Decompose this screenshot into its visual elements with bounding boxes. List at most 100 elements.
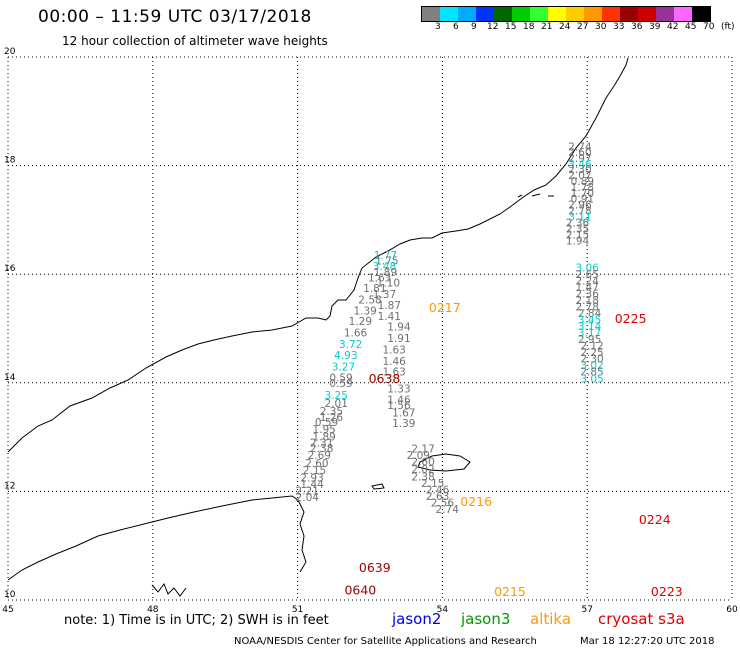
wave-height-point: 2.35 [566, 223, 589, 235]
x-tick-label: 57 [581, 605, 592, 615]
wave-height-point: 3.27 [332, 361, 355, 373]
y-tick-label: 12 [4, 481, 15, 491]
color-scale-label: 21 [541, 22, 553, 32]
color-scale-label: (ft) [721, 22, 735, 32]
wave-height-point: 2.01 [325, 398, 348, 410]
wave-height-point: 2.35 [320, 406, 343, 418]
wave-height-point: 1.47 [576, 282, 599, 294]
wave-height-point: 1.39 [392, 418, 415, 430]
wave-height-point: 2.74 [568, 141, 592, 153]
wave-height-point: 1.37 [373, 289, 396, 301]
wave-height-point: 1.91 [387, 333, 410, 345]
wave-height-point: 2.17 [411, 443, 434, 455]
color-scale-label: 42 [667, 22, 679, 32]
wave-height-point: 1.33 [387, 384, 410, 396]
wave-height-point: 3.17 [578, 328, 601, 340]
color-scale-label: 33 [613, 22, 625, 32]
wave-height-point: 2.02 [411, 464, 434, 476]
color-scale-label: 30 [595, 22, 607, 32]
color-swatch [512, 7, 530, 21]
wave-height-point: 2.60 [305, 458, 328, 470]
wave-height-point: 2.65 [576, 269, 599, 281]
y-tick-label: 18 [4, 156, 16, 166]
wave-height-point: 2.78 [576, 302, 599, 314]
pass-time-labels: 0217 0638 0225 0216 0224 0639 0640 0215 0223 [344, 300, 682, 599]
color-scale-label: 70 [703, 22, 715, 32]
wave-height-point: 2.25 [580, 347, 603, 359]
wave-height-point: 2.58 [358, 295, 381, 307]
horn-of-africa-coastline [7, 495, 307, 581]
wave-height-point: 1.95 [312, 424, 335, 436]
wave-height-point: 1.70 [571, 188, 594, 200]
wave-height-point: 0.91 [571, 194, 594, 206]
color-scale-label: 12 [487, 22, 499, 32]
color-scale-label: 9 [471, 22, 477, 32]
pass-time-label: 0215 [494, 584, 526, 599]
color-scale-label: 3 [435, 22, 441, 32]
color-scale-label: 27 [577, 22, 589, 32]
kuria-muria-islands [517, 193, 554, 198]
longitude-tick-labels: 45 48 51 54 57 60 [2, 605, 738, 615]
color-scale-label: 18 [523, 22, 535, 32]
wave-height-point: 2.96 [568, 199, 592, 211]
pass-time-label: 0640 [344, 583, 376, 598]
color-swatch [638, 7, 656, 21]
wave-height-point: 1.46 [387, 394, 411, 406]
color-scale-label: 36 [631, 22, 643, 32]
wave-height-point: 1.10 [377, 278, 400, 290]
y-tick-label: 16 [4, 264, 16, 274]
wave-height-point: 1.75 [375, 255, 398, 267]
wave-height-point: 2.30 [580, 354, 603, 366]
color-swatch [548, 7, 566, 21]
pass-time-label: 0225 [615, 311, 647, 326]
wave-height-point: 2.30 [568, 164, 591, 176]
color-scale-label: 45 [685, 22, 697, 32]
wave-height-point: 1.39 [353, 305, 376, 317]
arabian-peninsula-coastline [7, 57, 629, 453]
color-swatch [458, 7, 476, 21]
wave-height-point: 2.85 [580, 367, 603, 379]
y-tick-label: 14 [4, 373, 16, 383]
color-swatch [530, 7, 548, 21]
color-swatch [584, 7, 602, 21]
wave-height-point: 2.93 [300, 473, 323, 485]
wave-height-point: 1.94 [566, 235, 590, 247]
latitude-tick-labels: 10 12 14 16 18 20 [4, 47, 16, 600]
color-scale-bar [421, 6, 711, 22]
wave-height-point: 1.44 [300, 479, 324, 491]
tick-ghost-left [151, 582, 187, 597]
wave-height-point: 2.04 [296, 492, 320, 504]
color-swatch [422, 7, 440, 21]
wave-height-point: 2.21 [296, 486, 319, 498]
wave-height-point: 1.63 [382, 344, 405, 356]
wave-height-point: 2.18 [576, 295, 599, 307]
pass-time-label: 0224 [639, 512, 671, 527]
wave-height-point: 2.60 [411, 456, 434, 468]
wave-height-point: 2.36 [566, 217, 590, 229]
y-tick-label: 20 [4, 47, 16, 57]
color-scale-label: 39 [649, 22, 661, 32]
wave-height-point: 2.38 [411, 472, 434, 484]
wave-height-point: 2.63 [426, 491, 449, 503]
color-scale-labels: 3 6 9 12 15 18 21 24 27 30 33 36 39 42 45 70 (ft) [421, 22, 740, 34]
wave-height-point: 2.38 [310, 443, 333, 455]
socotra-island [417, 453, 471, 472]
color-swatch [602, 7, 620, 21]
wave-height-point: 2.31 [310, 437, 333, 449]
wave-height-point: 2.84 [578, 308, 602, 320]
wave-height-point: 2.46 [426, 485, 450, 497]
x-tick-label: 60 [726, 605, 738, 615]
wave-height-point: 1.66 [344, 328, 368, 340]
chart-title: 00:00 – 11:59 UTC 03/17/2018 [38, 7, 312, 27]
wave-height-point: 1.94 [387, 322, 411, 334]
wave-height-point: 1.56 [387, 400, 411, 412]
wave-height-point: 2.15 [303, 465, 326, 477]
wave-height-point: 0.89 [571, 176, 594, 188]
wave-height-point: 2.09 [407, 450, 430, 462]
wave-height-point: 2.15 [566, 229, 589, 241]
wave-height-point: 1.41 [378, 311, 401, 323]
wave-height-point: 3.25 [325, 390, 348, 402]
wave-height-point: 2.78 [568, 205, 591, 217]
wave-height-point: 3.11 [568, 211, 591, 223]
